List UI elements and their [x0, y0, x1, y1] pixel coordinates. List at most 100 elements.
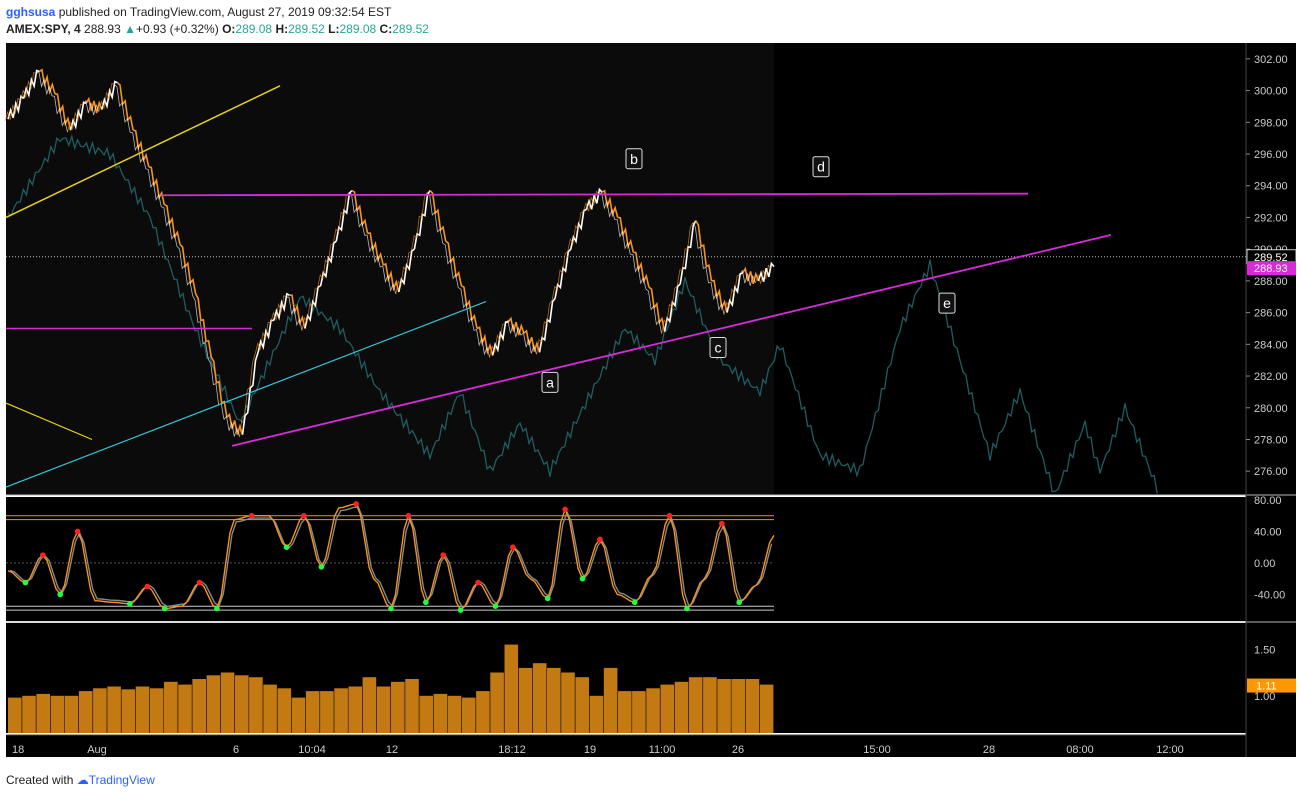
time-tick-label: 12:00: [1156, 744, 1184, 756]
osc-trough-dot: [127, 601, 133, 607]
volume-bar: [235, 675, 249, 733]
price-segment: [382, 262, 400, 293]
price-segment-shadow: [551, 250, 569, 301]
price-segment-shadow: [723, 274, 740, 315]
time-tick-label: 19: [584, 744, 596, 756]
price-segment-shadow: [708, 282, 725, 315]
price-segment-shadow: [36, 71, 53, 96]
price-segment: [194, 293, 212, 358]
wave-label-b: b: [630, 151, 638, 167]
trendline-drawings: [5, 85, 1112, 488]
wave-label-box: [812, 156, 830, 178]
price-axis[interactable]: [1246, 43, 1296, 757]
price-segment: [289, 294, 306, 329]
open-value: 289.08: [235, 22, 273, 36]
osc-trough-dot: [57, 591, 64, 598]
osc-peak-dot: [510, 544, 516, 550]
price-segment: [7, 94, 25, 120]
price-segment: [601, 189, 619, 218]
volume-bar: [461, 697, 476, 733]
volume-bar: [731, 679, 745, 733]
volume-bar: [447, 695, 462, 733]
price-segment-shadow: [301, 287, 318, 331]
high-label: H:: [275, 22, 289, 36]
volume-bar: [249, 677, 263, 733]
volume-bar: [78, 691, 93, 733]
price-tick-label: 282.00: [1254, 371, 1288, 383]
brand-link[interactable]: TradingView: [88, 773, 155, 787]
price-segment-shadow: [442, 242, 459, 288]
volume-bar: [490, 672, 504, 733]
time-tick-label: 10:04: [298, 744, 326, 756]
osc-peak-dot: [144, 583, 151, 590]
price-segment: [507, 316, 525, 336]
price-segment: [164, 204, 181, 245]
osc-trough-dot: [283, 544, 290, 550]
volume-bar: [575, 677, 589, 733]
volume-bar: [135, 686, 150, 733]
wave-label-box: [709, 337, 727, 359]
osc-trough-dot: [318, 564, 325, 570]
time-axis[interactable]: [6, 735, 1246, 757]
publish-line: gghsusa published on TradingView.com, Au…: [6, 5, 391, 19]
price-segment: [273, 292, 290, 321]
price-segment: [633, 251, 650, 288]
price-series: [4, 68, 1246, 437]
footer: Created with ☁TradingView: [6, 773, 155, 787]
volume-tick-label: 1.50: [1254, 644, 1275, 656]
osc-tick-label: 40.00: [1254, 526, 1282, 538]
volume-bar: [618, 691, 632, 733]
volume-bar: [164, 681, 178, 733]
high-price-badge: 289.52: [1254, 252, 1288, 264]
osc-peak-dot: [666, 512, 673, 519]
volume-bar: [504, 644, 519, 733]
volume-bar: [632, 691, 646, 733]
osc-trough-dot: [579, 575, 586, 582]
price-segment-shadow: [239, 354, 256, 437]
time-tick-label: 18: [12, 744, 24, 756]
osc-trough-dot: [684, 605, 690, 612]
wave-label-c: c: [715, 340, 722, 356]
price-tick-label: 300.00: [1254, 86, 1288, 98]
price-segment-shadow: [395, 250, 412, 295]
volume-bar: [93, 688, 107, 733]
osc-trough-dot: [457, 607, 464, 613]
osc-trough-dot: [214, 605, 220, 612]
volume-bar: [22, 695, 36, 733]
price-segment: [101, 80, 118, 110]
created-with: Created with: [6, 773, 74, 787]
time-tick-label: 15:00: [863, 744, 891, 756]
price-segment-shadow: [645, 288, 662, 334]
volume-bar: [149, 688, 164, 733]
price-segment-shadow: [254, 321, 271, 355]
price-segment-shadow: [270, 295, 287, 323]
volume-bar: [476, 691, 490, 733]
osc-tick-label: 80.00: [1254, 495, 1282, 507]
price-segment-shadow: [223, 415, 240, 437]
price-segment: [54, 93, 72, 131]
volume-bar: [178, 684, 192, 733]
price-segment: [742, 266, 760, 285]
time-tick-label: Aug: [87, 744, 107, 756]
volume-bar: [532, 663, 547, 733]
osc-trough-dot: [423, 599, 429, 606]
price-segment: [648, 286, 666, 332]
volume-bar: [433, 693, 448, 733]
price-tick-labels: 302.00300.00298.00296.00294.00292.00290.…: [1246, 54, 1288, 478]
volume-bar: [674, 681, 689, 733]
volume-bar: [419, 695, 433, 733]
price-segment-shadow: [51, 95, 68, 133]
last-price: 288.93: [84, 22, 121, 36]
price-segment: [22, 69, 40, 99]
price-segment-shadow: [20, 71, 37, 101]
last-price-badge-box: [1247, 261, 1296, 276]
chart-canvas[interactable]: 302.00300.00298.00296.00294.00292.00290.…: [0, 38, 1302, 798]
price-tick-label: 278.00: [1254, 434, 1288, 446]
price-segment-shadow: [145, 168, 162, 207]
volume-bar: [320, 691, 334, 733]
username-link[interactable]: gghsusa: [6, 5, 56, 19]
price-segment-shadow: [98, 83, 115, 112]
price-segment-shadow: [473, 328, 490, 358]
tradingview-logo-icon[interactable]: ☁: [76, 773, 89, 787]
quote-line: AMEX:SPY, 4 288.93 ▲+0.93 (+0.32%) O:289…: [6, 22, 429, 36]
